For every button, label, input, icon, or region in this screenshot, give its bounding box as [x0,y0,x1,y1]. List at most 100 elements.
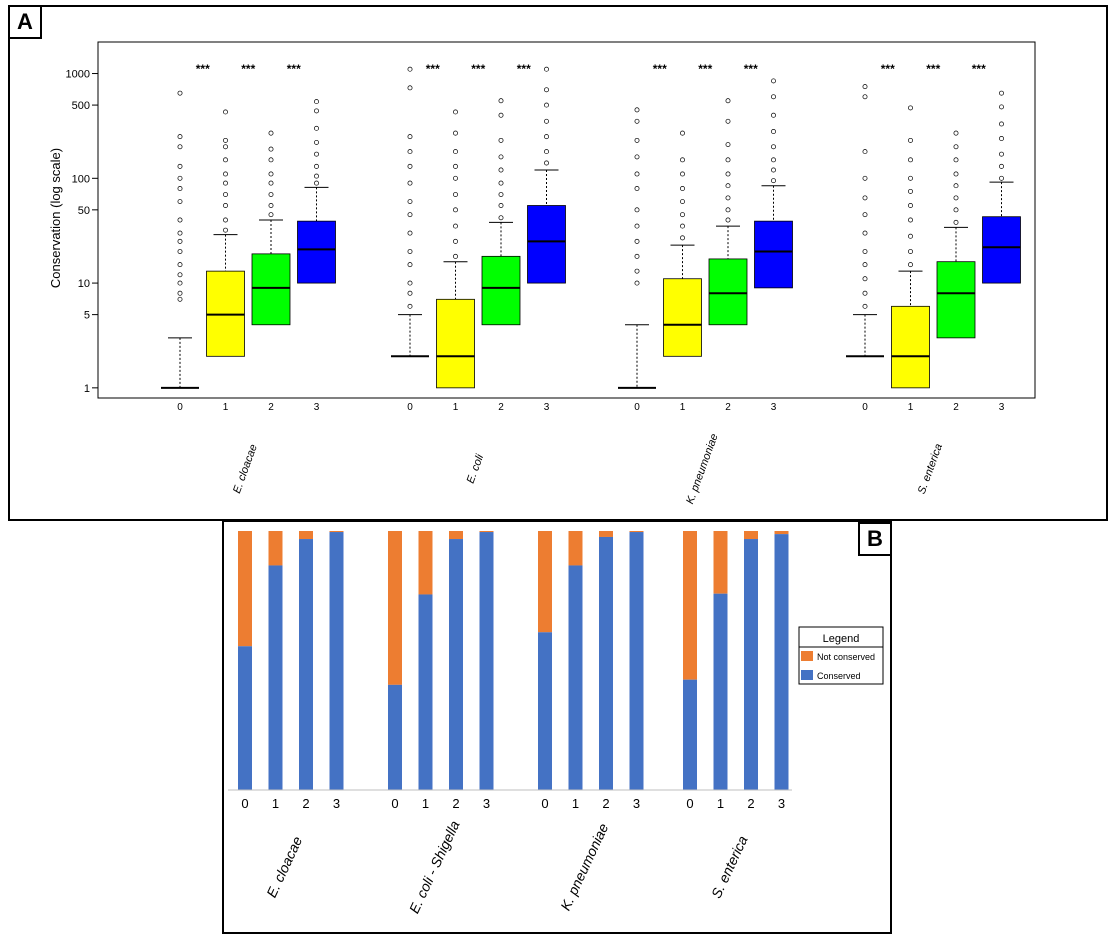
outlier-point [680,212,685,218]
bar-group-e-cloacae [238,531,344,790]
outlier-point [725,171,731,177]
bar-not-conserved-0 [538,531,552,633]
outlier-point [634,171,640,177]
outlier-point [999,121,1004,127]
outlier-point [771,94,776,100]
outlier-point [725,183,731,189]
y-tick-label-100: 100 [72,173,90,185]
significance-stars: *** [196,62,210,76]
outlier-point [634,253,640,259]
bar-conserved-0 [238,646,252,790]
outlier-point [908,105,913,111]
outlier-point [908,233,913,239]
outlier-point [177,280,183,286]
outlier-point [862,303,868,309]
bar-group-s-enterica [683,531,789,790]
bar-conserved-3 [479,532,494,790]
x-tick-label-1: 1 [223,402,229,413]
bar-conserved-1 [418,594,433,790]
group-e-coli: 0 1 2 3 *** *** *** E. coli [391,62,566,485]
bar-not-conserved-1 [568,531,583,566]
bar-x-label-2: 2 [602,796,609,811]
outlier-point [771,78,776,84]
outlier-point [407,149,413,155]
x-tick-label-0: 0 [407,402,413,413]
outlier-point [498,192,504,197]
bar-conserved-0 [388,684,402,790]
outlier-point [268,171,274,177]
outlier-point [453,253,458,259]
outlier-point [268,212,274,218]
box-body [982,216,1021,284]
group-label-e-coli: E. coli [465,452,487,485]
bar-group-label-e-coli-shigella: E. coli - Shigella [406,818,463,916]
outlier-point [544,149,549,155]
significance-stars: *** [287,62,301,76]
group-k-pneumoniae: 0 1 2 3 *** *** *** K. pneumoniae [618,62,793,506]
outlier-point [680,199,685,205]
group-label-k-pneumoniae: K. pneumoniae [684,432,721,506]
significance-stars: *** [653,62,667,76]
group-label-e-cloacae: E. cloacae [231,443,260,495]
outlier-point [634,238,640,244]
outlier-point [223,109,228,115]
bar-x-label-2: 2 [302,796,309,811]
outlier-point [862,94,868,100]
significance-stars: *** [972,62,986,76]
outlier-point [544,102,549,108]
box-s-enterica-1 [891,105,930,389]
bar-group-k-pneumoniae [538,531,644,790]
group-label-s-enterica: S. enterica [916,442,945,496]
y-axis-label: Conservation (log scale) [48,148,63,288]
outlier-point [634,223,640,229]
box-e-coli-1 [436,109,475,389]
box-e-cloacae-3 [297,99,336,284]
outlier-point [862,84,868,90]
outlier-point [453,163,458,169]
bar-group-label-s-enterica: S. enterica [708,833,751,901]
group-labels: 0 1 2 3 E. cloacae 0 1 2 3 E. coli - Shigella 0 1 2 3… [241,796,785,916]
outlier-point [498,180,504,186]
outlier-point [314,139,319,145]
outlier-point [407,134,413,140]
bar-not-conserved-0 [238,531,252,647]
outlier-point [223,203,228,208]
outlier-point [223,217,228,223]
bar-not-conserved-3 [479,531,494,533]
outlier-point [634,207,640,213]
significance-stars: *** [744,62,758,76]
outlier-point [498,203,504,208]
outlier-point [999,104,1004,110]
bar-conserved-1 [713,593,728,790]
x-tick-label-3: 3 [999,402,1005,413]
outlier-point [314,125,319,131]
outlier-point [223,171,228,177]
bar-not-conserved-2 [744,531,758,540]
box-s-enterica-3 [982,90,1021,284]
outlier-point [999,136,1004,141]
outlier-point [268,157,274,163]
bar-not-conserved-1 [268,531,283,566]
legend-entry-conserved: Conserved [817,671,861,681]
outlier-point [314,163,319,169]
box-body [481,255,521,326]
x-tick-label-1: 1 [680,402,686,413]
bar-conserved-2 [299,539,313,790]
outlier-point [223,180,228,186]
outlier-point [177,199,183,205]
outlier-point [314,173,319,179]
bar-conserved-1 [268,565,283,790]
significance-stars: *** [926,62,940,76]
outlier-point [498,154,504,160]
panel-a-label: A [8,5,42,39]
outlier-point [407,280,413,286]
outlier-point [407,85,413,91]
outlier-point [453,175,458,181]
outlier-point [862,149,868,155]
outlier-point [453,149,458,155]
outlier-point [177,249,183,254]
box-body [527,205,566,284]
significance-stars: *** [426,62,440,76]
outlier-point [407,262,413,268]
outlier-point [908,188,913,194]
